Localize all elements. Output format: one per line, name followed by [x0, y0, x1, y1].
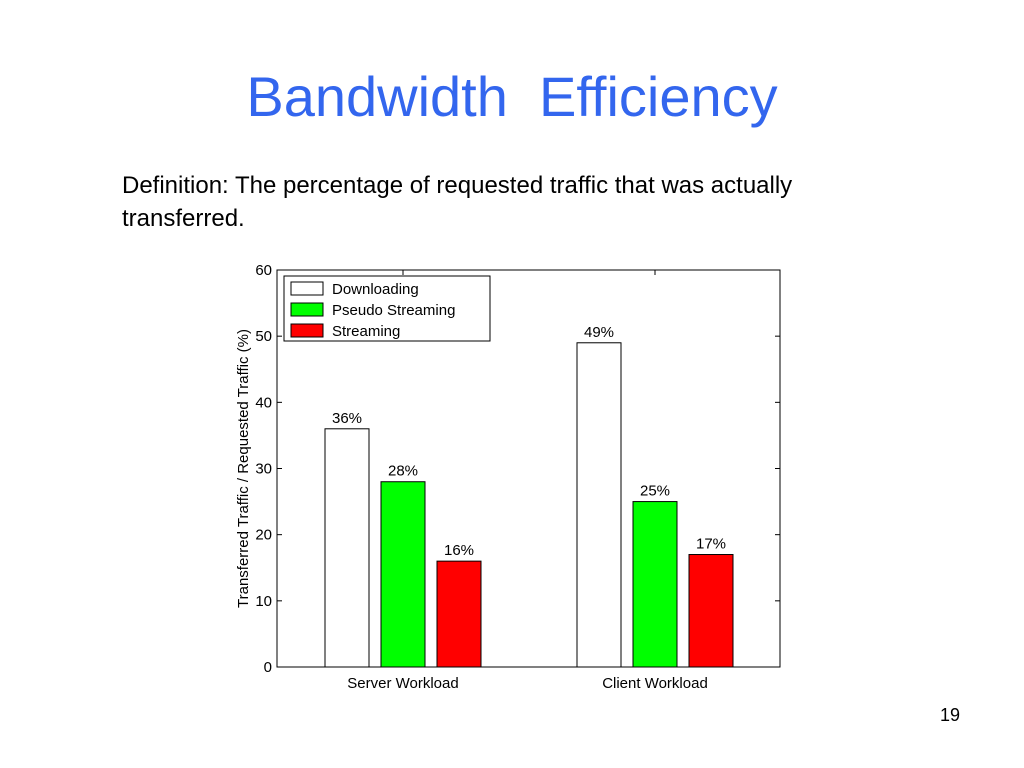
- bar-value-label: 49%: [584, 324, 614, 341]
- y-tick-label: 0: [264, 659, 272, 676]
- bar-streaming: [688, 554, 734, 668]
- definition-text: Definition: The percentage of requested …: [122, 169, 942, 235]
- definition-line-2: transferred.: [122, 205, 245, 232]
- definition-line-1: Definition: The percentage of requested …: [122, 172, 793, 199]
- legend-entry-label: Pseudo Streaming: [332, 302, 455, 319]
- slide-title: Bandwidth Efficiency: [246, 65, 778, 128]
- y-axis-label: Transferred Traffic / Requested Traffic …: [235, 329, 252, 608]
- slide-number: 19: [939, 705, 961, 725]
- bar-downloading: [576, 342, 622, 668]
- bar-pseudo-streaming: [380, 481, 426, 668]
- bar-value-label: 25%: [640, 483, 670, 500]
- bar-pseudo-streaming: [632, 501, 678, 668]
- y-tick-label: 50: [255, 328, 272, 345]
- bar-downloading: [324, 428, 370, 668]
- legend-swatch: [290, 323, 324, 338]
- bar-streaming: [436, 560, 482, 668]
- legend-entry-label: Downloading: [332, 281, 419, 298]
- x-category-label: Server Workload: [347, 675, 458, 692]
- y-tick-label: 20: [255, 527, 272, 544]
- legend-swatch: [290, 302, 324, 317]
- bar-value-label: 36%: [332, 410, 362, 427]
- y-tick-label: 10: [255, 593, 272, 610]
- bar-value-label: 28%: [388, 463, 418, 480]
- y-tick-label: 60: [255, 262, 272, 279]
- legend-swatch: [290, 281, 324, 296]
- bar-value-label: 16%: [444, 542, 474, 559]
- y-tick-label: 30: [255, 461, 272, 478]
- x-category-label: Client Workload: [602, 675, 708, 692]
- y-tick-label: 40: [255, 394, 272, 411]
- bar-value-label: 17%: [696, 536, 726, 553]
- legend-entry-label: Streaming: [332, 323, 400, 340]
